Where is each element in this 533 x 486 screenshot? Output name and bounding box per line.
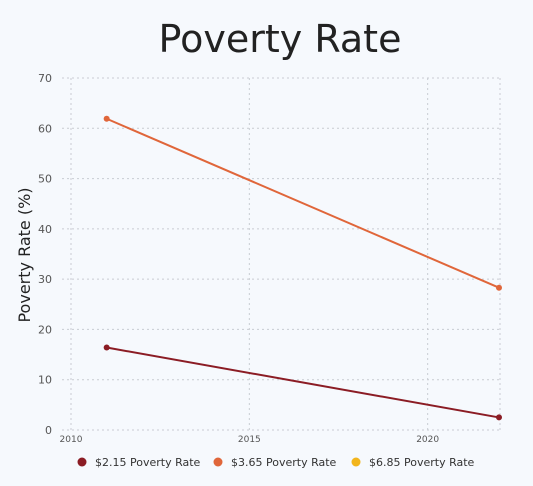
y-axis-ticks: 0 10 20 30 40 50 60 70 [38, 72, 52, 437]
series-line-0 [106, 346, 500, 419]
legend-item: $6.85 Poverty Rate [351, 456, 475, 469]
data-point [496, 414, 502, 421]
data-point [103, 344, 110, 351]
data-point [103, 115, 110, 122]
y-tick-label: 70 [38, 72, 52, 85]
x-tick-label: 2020 [416, 435, 439, 445]
y-tick-label: 30 [38, 273, 52, 286]
legend-marker [213, 457, 223, 467]
series-line-1 [106, 117, 500, 289]
y-tick-label: 0 [45, 424, 52, 437]
y-tick-label: 60 [38, 122, 52, 135]
legend-item: $2.15 Poverty Rate [77, 456, 201, 469]
legend: $2.15 Poverty Rate $3.65 Poverty Rate $6.8… [77, 456, 475, 469]
legend-label: $3.65 Poverty Rate [231, 456, 337, 469]
x-tick-label: 2010 [60, 435, 83, 445]
legend-marker [77, 457, 87, 467]
legend-marker [351, 457, 361, 467]
x-axis-ticks: 2010 2015 2020 [60, 435, 440, 445]
series-lines [103, 115, 502, 421]
data-point [496, 284, 502, 291]
y-tick-label: 20 [38, 323, 52, 336]
grid [62, 77, 501, 431]
x-tick-label: 2015 [238, 435, 261, 445]
legend-label: $6.85 Poverty Rate [369, 456, 475, 469]
legend-label: $2.15 Poverty Rate [95, 456, 201, 469]
y-tick-label: 50 [38, 173, 52, 186]
chart-title: Poverty Rate [159, 17, 402, 61]
y-axis-label: Poverty Rate (%) [15, 187, 34, 322]
y-tick-label: 10 [38, 374, 52, 387]
legend-item: $3.65 Poverty Rate [213, 456, 337, 469]
y-tick-label: 40 [38, 223, 52, 236]
